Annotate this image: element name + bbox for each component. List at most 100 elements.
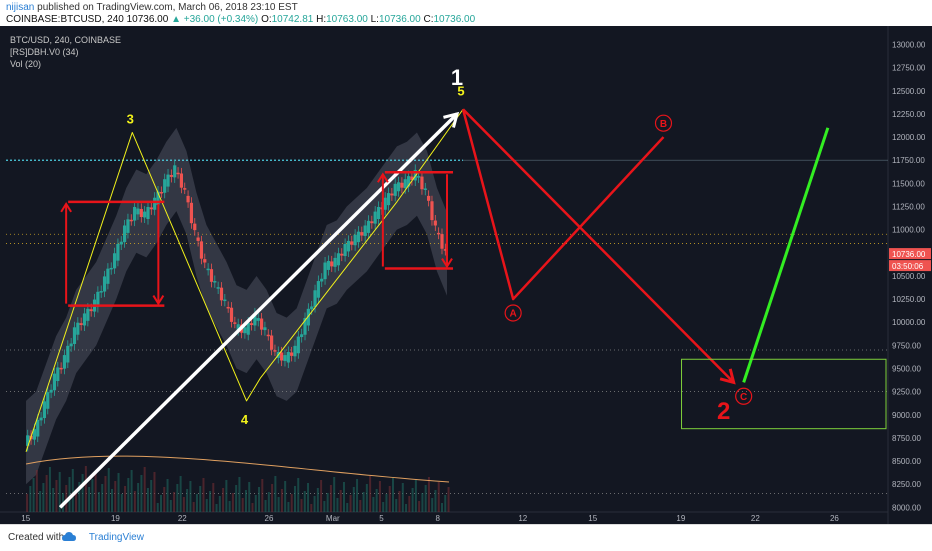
legend-pair[interactable]: BTC/USD, 240, COINBASE [10,35,122,45]
x-tick-label: 15 [21,514,30,523]
volume-bar [297,478,300,512]
volume-bar [156,503,159,512]
y-tick-label: 12750.00 [892,64,926,73]
candle-body [323,262,327,280]
volume-bar [146,488,149,512]
candle-body [36,419,40,437]
volume-bar [375,489,378,512]
price-change: ▲ +36.00 (+0.34%) [171,14,259,25]
candle-body [62,355,67,369]
close-value: 10736.00 [433,14,476,25]
volume-bar [75,490,78,512]
candle-body [49,389,53,393]
volume-bar [395,499,398,512]
candle-body [249,323,254,326]
chart-area[interactable]: 1 5 3 4 A B C 2 13000.00 12750.00 12500.00 12250.00… [0,26,932,524]
candle-body [82,313,87,326]
legend-indicator[interactable]: [RS]DBH.V0 (34) [10,47,79,57]
volume-bar [356,479,359,512]
candle-body [310,306,314,310]
volume-bar [385,494,388,512]
volume-bar [336,498,339,512]
candle-body [169,175,173,177]
volume-bar [169,500,172,512]
volume-bar [78,482,81,512]
candle-body [286,352,290,363]
volume-bar [173,492,176,512]
created-with-label: Created with [8,532,65,543]
volume-bar [110,489,113,512]
volume-bar [254,495,257,512]
candle-body [373,211,377,224]
volume-bar [186,489,189,512]
author-link[interactable]: nijisan [6,2,35,13]
volume-bars [26,466,450,512]
y-tick-label: 10500.00 [892,272,926,281]
volume-bar [352,487,355,512]
volume-bar [166,479,169,512]
volume-bar [84,466,87,512]
volume-bar [261,479,264,512]
candle-body [403,179,407,189]
volume-bar [137,483,140,512]
candle-body [333,257,337,267]
candle-body [166,174,170,187]
wave-label-circle [735,387,753,405]
candle-body [233,322,237,324]
volume-ma-line [25,455,450,483]
footer: Created with TradingView [0,524,932,551]
candle-body [410,176,414,180]
candle-body [209,269,214,282]
chart-legend: BTC/USD, 240, COINBASE [RS]DBH.V0 (34) V… [10,34,121,70]
volume-bar [120,494,123,512]
high-value: 10763.00 [326,14,368,25]
volume-bar [182,497,185,512]
candle-body [376,206,381,220]
chart-svg[interactable]: 1534ABC213000.0012750.0012500.0012250.00… [0,26,932,524]
y-tick-label: 9500.00 [892,365,921,374]
candle-body [343,244,347,257]
candle-body [79,323,83,326]
volume-bar [68,477,71,512]
brand-link[interactable]: TradingView [88,532,144,543]
volume-bar [248,482,251,512]
close-label: C: [423,14,434,25]
candle-body [216,287,220,289]
candle-body [236,324,240,331]
last-price-label: 10736.00 [892,250,926,259]
candle-body [119,241,123,245]
candle-body [440,234,444,249]
volume-bar [362,492,365,512]
candle-body [340,253,344,256]
volume-bar [104,476,107,512]
candles [26,159,447,452]
volume-bar [218,496,221,512]
candle-body [112,253,117,269]
y-tick-label: 12000.00 [892,133,926,142]
wave-label-circle [654,114,673,132]
measure-bracket-right [377,171,454,270]
x-tick-label: 22 [751,514,760,523]
volume-bar [418,501,421,512]
volume-bar [192,502,195,512]
volume-bar [424,485,427,512]
candle-body [370,221,374,224]
volume-bar [189,481,192,512]
candle-body [253,313,257,326]
candle-body [427,195,431,201]
candle-body [406,176,411,187]
volume-bar [349,495,352,512]
candle-body [383,197,387,210]
candle-body [350,241,354,245]
candle-body [46,392,50,409]
legend-volume[interactable]: Vol (20) [10,59,42,69]
candle-body [203,259,207,263]
x-axis: 15 19 22 26 Mar 5 8 12 15 19 22 26 [21,514,839,523]
candle-body [386,193,391,206]
candle-body [173,165,177,178]
volume-bar [163,487,166,512]
volume-bar [447,487,450,512]
white-arrowhead [443,111,460,128]
volume-bar [391,478,394,512]
candle-body [330,261,334,267]
